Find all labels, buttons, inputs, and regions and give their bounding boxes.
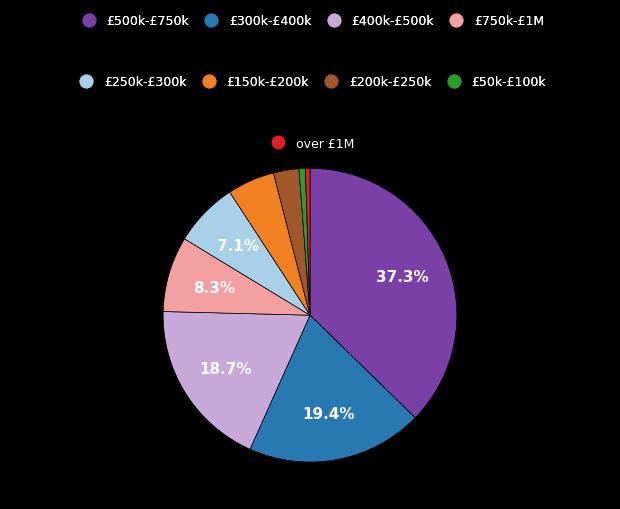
Text: 8.3%: 8.3%: [193, 280, 235, 295]
Legend: £500k-£750k, £300k-£400k, £400k-£500k, £750k-£1M: £500k-£750k, £300k-£400k, £400k-£500k, £…: [73, 11, 547, 32]
Text: 18.7%: 18.7%: [199, 361, 252, 376]
Wedge shape: [163, 312, 310, 449]
Wedge shape: [306, 169, 310, 316]
Wedge shape: [163, 239, 310, 316]
Text: 7.1%: 7.1%: [217, 239, 259, 253]
Legend: £250k-£300k, £150k-£200k, £200k-£250k, £50k-£100k: £250k-£300k, £150k-£200k, £200k-£250k, £…: [70, 72, 550, 93]
Wedge shape: [273, 169, 310, 316]
Text: 37.3%: 37.3%: [376, 269, 428, 285]
Wedge shape: [250, 316, 415, 462]
Wedge shape: [230, 174, 310, 316]
Text: 19.4%: 19.4%: [303, 406, 355, 421]
Wedge shape: [299, 169, 310, 316]
Legend: over £1M: over £1M: [262, 133, 358, 154]
Wedge shape: [310, 169, 457, 418]
Wedge shape: [185, 193, 310, 316]
